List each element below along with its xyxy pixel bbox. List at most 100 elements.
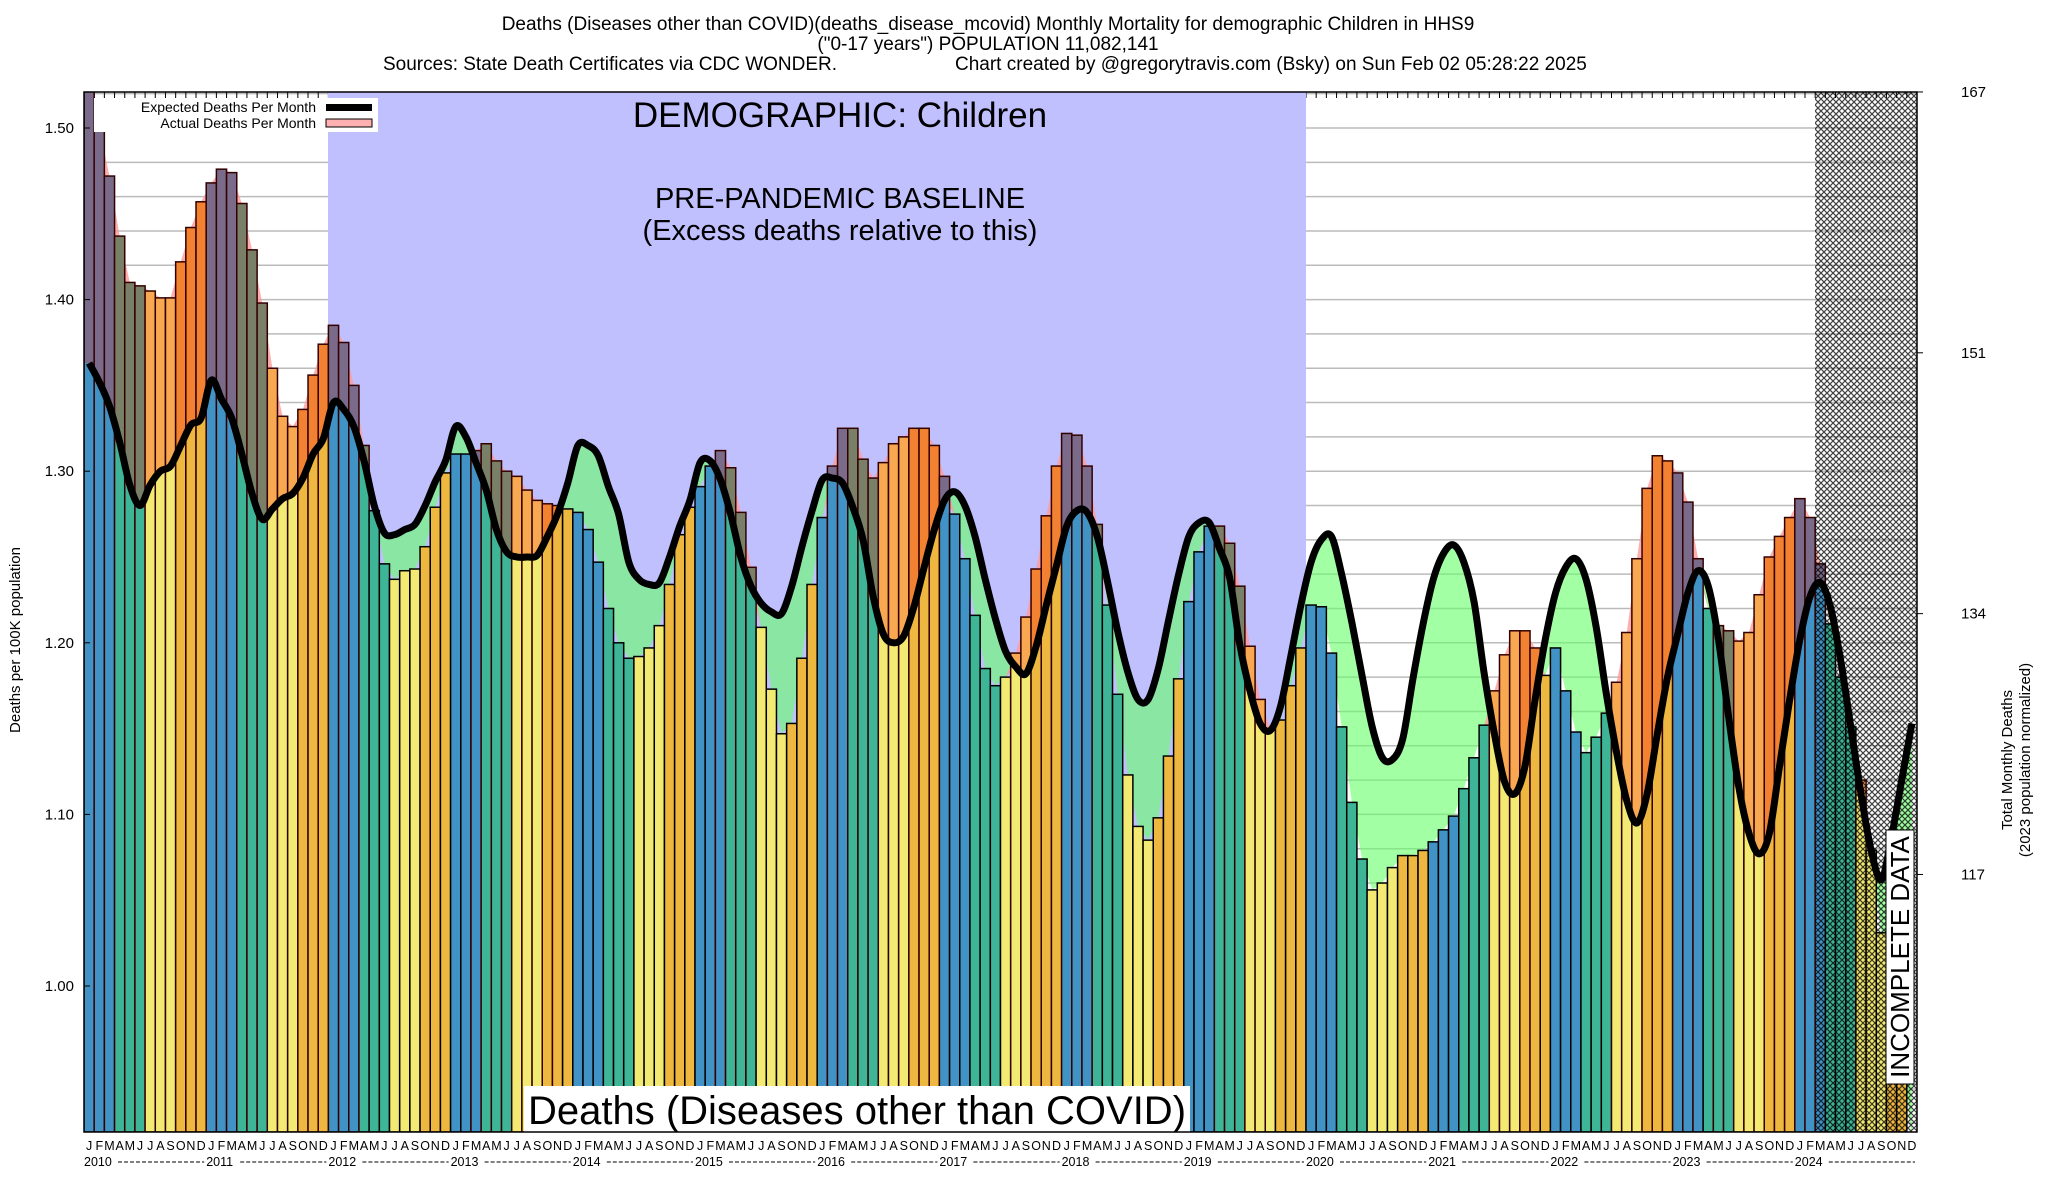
year-label: 2023	[1673, 1155, 1701, 1169]
legend-swatch-expected	[326, 104, 372, 111]
month-label: J	[1359, 1139, 1365, 1153]
month-label: A	[1745, 1139, 1754, 1153]
y-tick-label: 1.30	[45, 463, 74, 480]
bar-excess	[1224, 543, 1235, 578]
month-label: N	[1775, 1139, 1784, 1153]
month-label: J	[941, 1139, 947, 1153]
bar	[1020, 617, 1032, 1132]
plot-frame	[83, 91, 1918, 1133]
month-label: S	[411, 1139, 419, 1153]
y2-tick-label: 134	[1961, 606, 1986, 623]
month-label: N	[309, 1139, 318, 1153]
bar-excess	[287, 426, 298, 494]
bar	[633, 656, 645, 1132]
month-label: J	[269, 1139, 275, 1153]
bar	[1733, 641, 1744, 1132]
month-label: J	[1552, 1139, 1558, 1153]
bar	[348, 385, 359, 1132]
bar	[1316, 606, 1327, 1132]
y-tick-label: 1.40	[45, 292, 74, 309]
month-label: A	[1460, 1139, 1469, 1153]
bar	[644, 647, 655, 1132]
month-label: F	[340, 1139, 348, 1153]
bar	[1662, 460, 1673, 1132]
bar-excess	[1041, 515, 1052, 606]
bar-excess	[94, 128, 105, 382]
bar-excess	[155, 297, 166, 472]
bar	[1611, 682, 1622, 1132]
bar-excess	[257, 303, 268, 520]
bar	[1774, 536, 1785, 1132]
month-label: J	[1430, 1139, 1436, 1153]
month-label: J	[503, 1139, 509, 1153]
month-label: O	[1276, 1139, 1286, 1153]
month-label: M	[736, 1139, 746, 1153]
month-label: J	[453, 1139, 459, 1153]
bar-excess	[348, 385, 359, 427]
bar-excess	[715, 450, 726, 480]
bar	[1580, 752, 1592, 1132]
month-label: J	[1491, 1139, 1497, 1153]
bar	[593, 562, 604, 1132]
bar-excess	[1692, 558, 1704, 571]
bar	[572, 512, 583, 1132]
bar	[939, 476, 950, 1132]
month-label: S	[1877, 1139, 1885, 1153]
bar-excess	[114, 236, 125, 443]
month-label: J	[1002, 1139, 1008, 1153]
month-label: J	[626, 1139, 632, 1153]
bar	[521, 490, 533, 1132]
bar	[766, 689, 777, 1132]
bar-excess	[1010, 653, 1021, 667]
month-label: J	[1603, 1139, 1609, 1153]
chart-title: Deaths (Diseases other than COVID)(death…	[502, 14, 1475, 35]
bar	[1336, 726, 1347, 1132]
month-label: J	[819, 1139, 825, 1153]
month-label: F	[706, 1139, 714, 1153]
bar	[1102, 605, 1113, 1132]
bar	[664, 584, 675, 1132]
month-label: A	[523, 1139, 532, 1153]
bar-excess	[1519, 630, 1531, 767]
bar	[1723, 630, 1734, 1132]
difference-fills	[89, 92, 1912, 1132]
bar	[1377, 883, 1388, 1132]
bar	[1540, 675, 1551, 1132]
month-label: A	[278, 1139, 287, 1153]
bar-excess	[277, 416, 288, 499]
bar	[929, 445, 940, 1132]
month-label: F	[1440, 1139, 1448, 1153]
bar	[949, 514, 960, 1132]
bar-excess	[104, 176, 115, 406]
bar	[1682, 502, 1693, 1132]
bar-excess	[847, 428, 858, 508]
bar	[827, 466, 838, 1132]
bar-excess	[491, 460, 502, 530]
month-label: D	[1052, 1139, 1061, 1153]
bar-excess	[857, 459, 869, 540]
bar	[1193, 551, 1205, 1132]
bar	[847, 428, 858, 1132]
bar	[1000, 677, 1011, 1132]
demographic-label: DEMOGRAPHIC: Children	[633, 96, 1047, 135]
bars	[84, 92, 1908, 1132]
month-label: O	[909, 1139, 919, 1153]
legend-swatch-actual	[325, 118, 373, 128]
bar-excess	[1642, 488, 1653, 794]
month-label: S	[777, 1139, 785, 1153]
bar-excess	[1733, 641, 1744, 787]
incomplete-label-box	[1885, 829, 1915, 1085]
bar-excess	[1489, 690, 1500, 734]
month-label: J	[381, 1139, 387, 1153]
month-label: F	[1806, 1139, 1814, 1153]
month-label: A	[1582, 1139, 1591, 1153]
bar-excess	[318, 344, 329, 439]
year-label: 2011	[206, 1155, 233, 1169]
month-label: N	[1042, 1139, 1051, 1153]
bar	[756, 627, 767, 1132]
bar	[857, 459, 869, 1132]
bar	[1112, 694, 1123, 1132]
month-label: A	[1134, 1139, 1143, 1153]
bar	[1570, 732, 1581, 1132]
month-label: M	[1815, 1139, 1825, 1153]
